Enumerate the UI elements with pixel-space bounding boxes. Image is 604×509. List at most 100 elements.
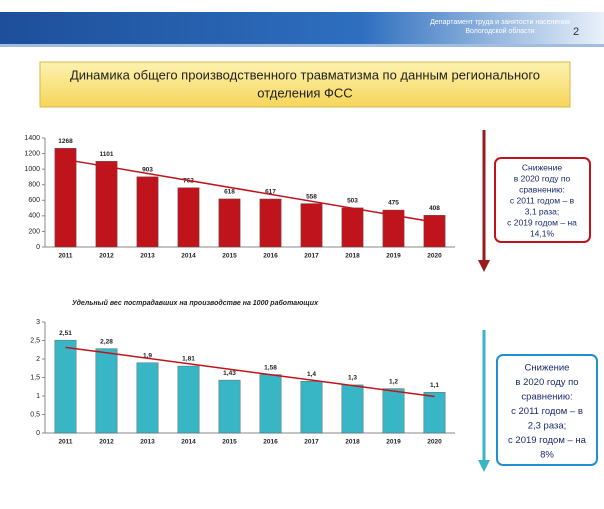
x-tick-label: 2015	[222, 439, 237, 446]
note-line: 2,3 раза;	[528, 421, 567, 432]
x-tick-label: 2013	[140, 439, 155, 446]
value-label: 408	[429, 205, 440, 212]
note-line: Снижение	[525, 363, 570, 374]
y-tick-label: 1200	[24, 150, 40, 157]
value-label: 503	[347, 198, 358, 205]
x-tick-label: 2013	[140, 253, 155, 260]
value-label: 1,4	[307, 371, 316, 378]
note-line: с 2011 годом – в	[510, 195, 575, 205]
title-box	[39, 61, 571, 108]
y-tick-label: 600	[28, 197, 40, 204]
value-label: 2,51	[59, 330, 72, 337]
value-label: 1,3	[348, 375, 357, 382]
y-tick-label: 2,5	[30, 337, 40, 344]
chart-caption: Удельный вес пострадавших на производств…	[72, 299, 319, 307]
x-tick-label: 2018	[345, 253, 360, 260]
x-tick-label: 2014	[181, 253, 196, 260]
trend-line	[65, 158, 435, 223]
value-label: 1,43	[223, 370, 236, 377]
value-label: 1,58	[264, 364, 277, 371]
trend-line	[65, 346, 435, 398]
y-tick-label: 1000	[24, 166, 40, 173]
org-name: Департамент труда и занятости населения	[430, 19, 570, 26]
note-line: в 2020 году по	[515, 377, 578, 388]
y-tick-label: 200	[28, 228, 40, 235]
y-tick-label: 3	[36, 319, 40, 326]
value-label: 1101	[99, 151, 113, 158]
bar	[423, 392, 446, 434]
note-box	[494, 157, 591, 243]
x-tick-label: 2017	[304, 439, 319, 446]
value-label: 1,81	[182, 356, 195, 363]
x-tick-label: 2020	[427, 439, 442, 446]
y-tick-label: 400	[28, 213, 40, 220]
bar	[136, 176, 159, 248]
note-box	[496, 354, 598, 466]
org-name: Вологодской области	[465, 27, 534, 35]
bar	[423, 215, 446, 248]
x-tick-label: 2011	[58, 253, 72, 260]
header-band	[0, 12, 604, 46]
note-line: с 2019 годом – на	[507, 217, 577, 227]
bar	[218, 379, 241, 434]
bar	[259, 374, 282, 434]
value-label: 475	[388, 200, 399, 207]
bar	[95, 348, 118, 434]
y-tick-label: 800	[28, 182, 40, 189]
x-tick-label: 2015	[222, 253, 237, 260]
note-line: сравнению:	[521, 392, 572, 403]
y-tick-label: 0	[36, 244, 40, 251]
note-line: 3,1 раза;	[525, 206, 560, 216]
bar	[54, 339, 77, 434]
note-line: с 2011 годом – в	[511, 406, 583, 417]
value-label: 1,1	[430, 382, 439, 389]
bar	[95, 161, 118, 248]
note-line: 8%	[540, 450, 554, 461]
bar	[218, 198, 241, 248]
bar	[259, 198, 282, 248]
title: отделения ФСС	[257, 85, 352, 100]
y-tick-label: 1400	[24, 135, 40, 142]
y-tick-label: 2	[36, 356, 40, 363]
note-line: Снижение	[522, 162, 562, 172]
bar	[382, 388, 405, 434]
bar	[341, 207, 364, 248]
note-line: с 2019 годом – на	[508, 435, 587, 446]
value-label: 618	[224, 189, 235, 196]
value-label: 1,2	[389, 378, 398, 385]
note-line: сравнению:	[519, 184, 565, 194]
bar	[177, 365, 200, 434]
header-rule	[0, 44, 604, 47]
x-tick-label: 2019	[386, 439, 401, 446]
bar	[136, 362, 159, 434]
bar	[54, 148, 77, 248]
x-tick-label: 2020	[427, 253, 442, 260]
x-tick-label: 2012	[99, 439, 114, 446]
value-label: 1268	[58, 138, 73, 145]
x-tick-label: 2019	[386, 253, 401, 260]
bar	[300, 203, 323, 248]
arrow-head	[478, 260, 490, 272]
y-tick-label: 0,5	[30, 411, 40, 418]
x-tick-label: 2014	[181, 439, 196, 446]
x-tick-label: 2016	[263, 439, 278, 446]
x-tick-label: 2017	[304, 253, 319, 260]
title: Динамика общего производственного травма…	[70, 67, 540, 82]
x-tick-label: 2018	[345, 439, 360, 446]
arrow-head	[478, 460, 490, 472]
bar	[341, 384, 364, 434]
bar	[177, 187, 200, 248]
x-tick-label: 2012	[99, 253, 114, 260]
value-label: 903	[142, 166, 153, 173]
note-line: 14,1%	[530, 228, 555, 238]
y-tick-label: 1,5	[30, 374, 40, 381]
note-line: в 2020 году по	[514, 173, 571, 183]
value-label: 558	[306, 193, 317, 200]
y-tick-label: 1	[36, 393, 40, 400]
page-number: 2	[573, 26, 579, 38]
bar	[382, 209, 405, 248]
value-label: 1,9	[143, 352, 152, 359]
value-label: 617	[265, 189, 276, 196]
y-tick-label: 0	[36, 430, 40, 437]
